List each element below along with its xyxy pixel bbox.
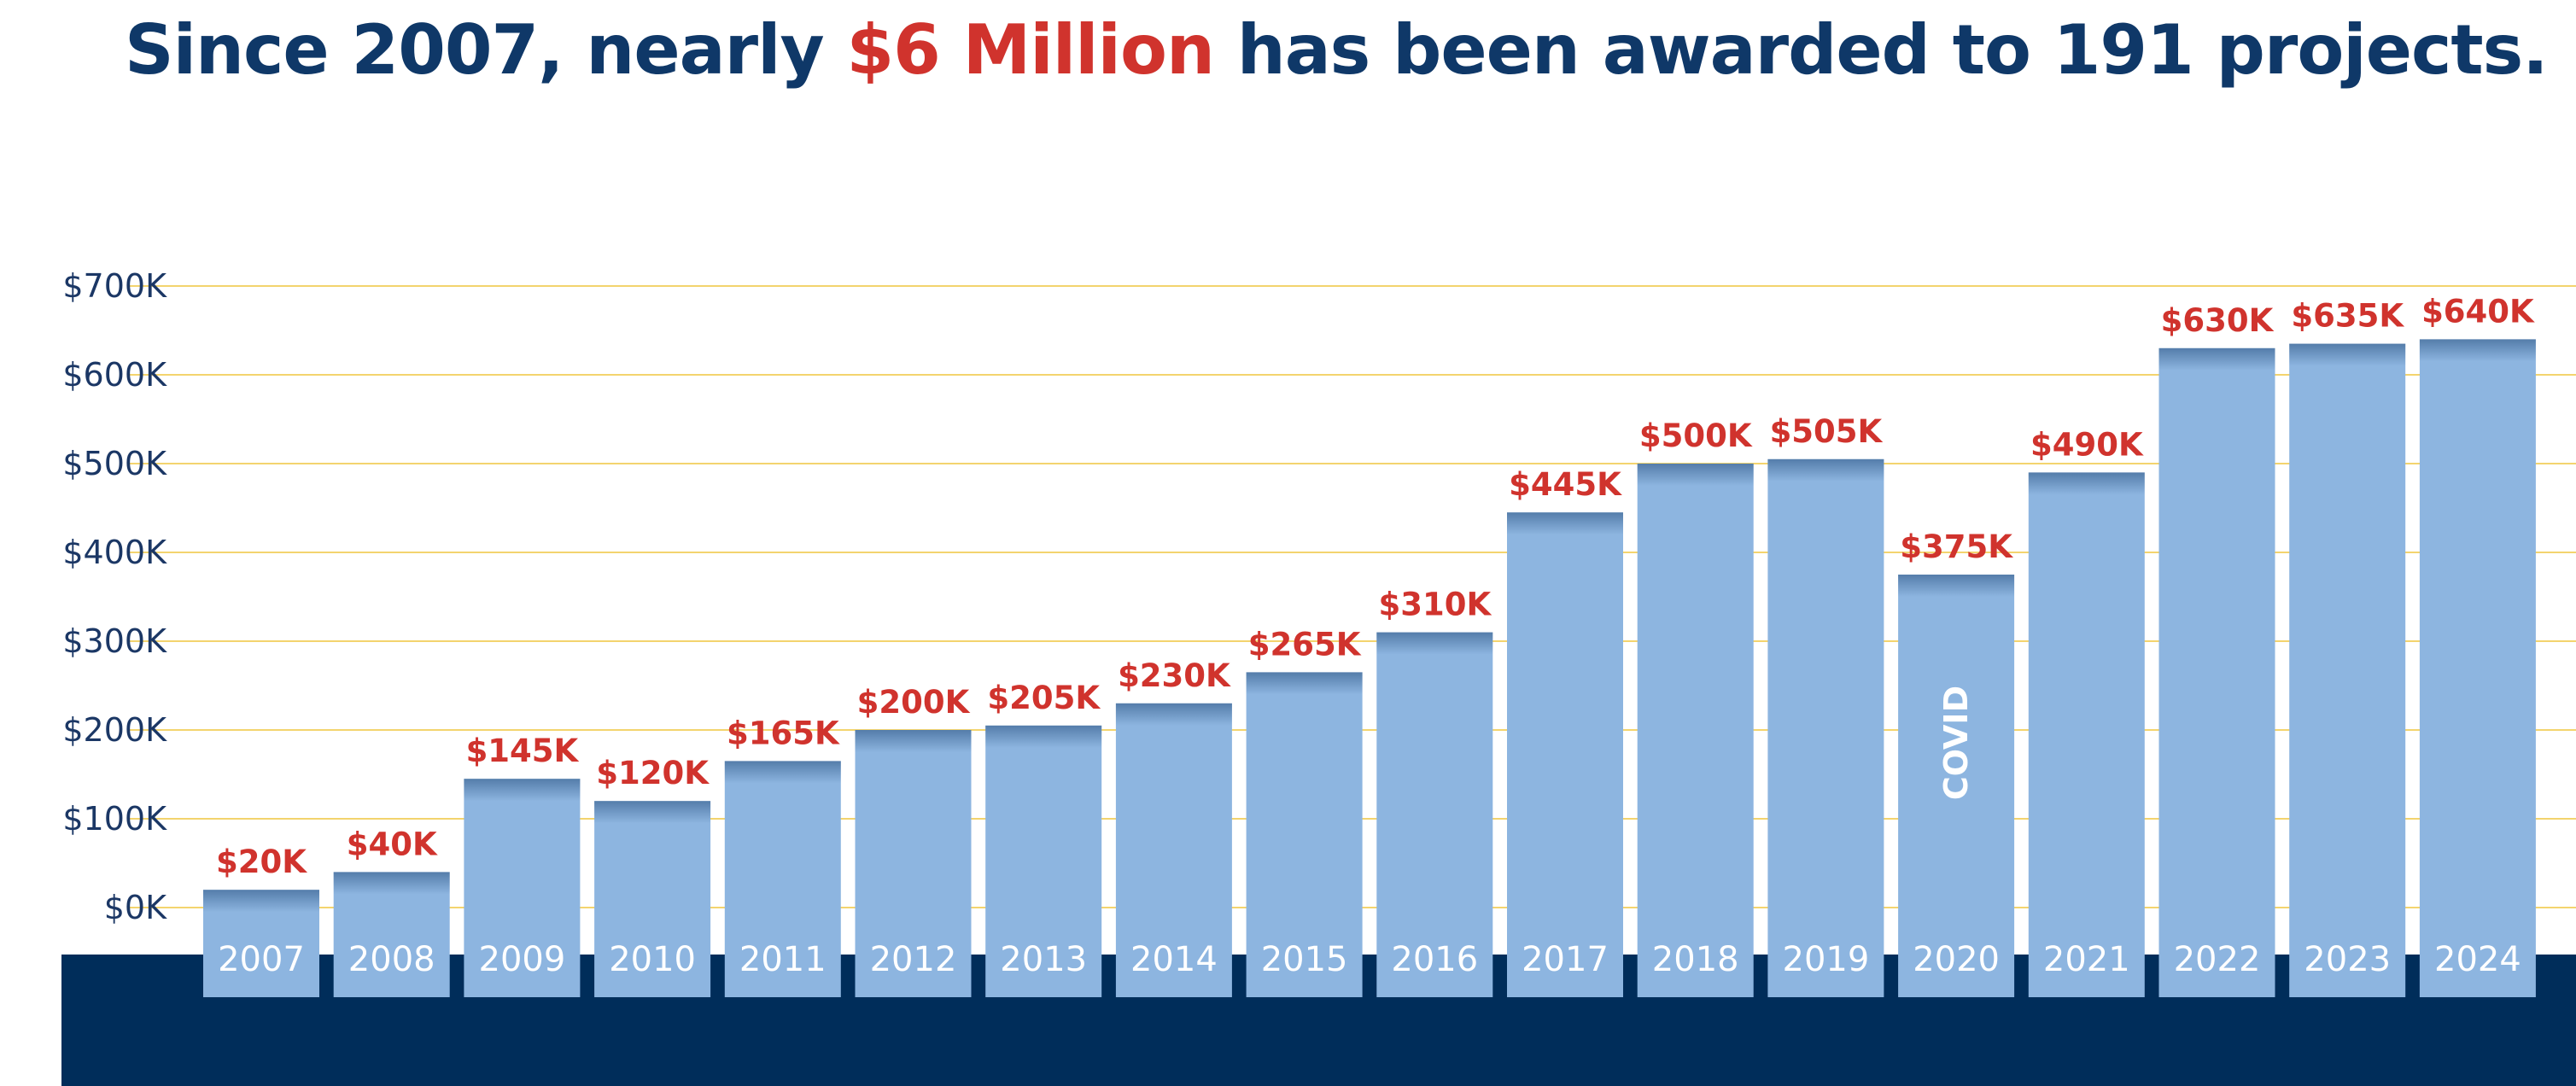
value-label-2008: $40K — [347, 826, 438, 862]
bar-top-shade-2019 — [1767, 458, 1884, 482]
bar-top-shade-2015 — [1246, 672, 1363, 695]
bar-2019 — [1767, 458, 1884, 997]
x-axis: 2007 2008 2009 2010 2011 2012 2013 2014 2015 2016… — [218, 940, 2521, 979]
bar-top-shade-2013 — [985, 725, 1102, 748]
annotation-covid: COVID — [1937, 686, 1975, 800]
value-label-2017: $445K — [1509, 466, 1622, 503]
bar-top-shade-2012 — [855, 730, 972, 752]
y-tick-label: $100K — [62, 800, 167, 838]
bar-2020 — [1898, 575, 2015, 997]
x-tick-label-2009: 2009 — [479, 940, 566, 979]
y-tick-label: $700K — [62, 267, 167, 305]
bar-top-shade-2017 — [1507, 512, 1623, 535]
bar-top-shade-2021 — [2028, 472, 2145, 495]
x-tick-label-2022: 2022 — [2174, 940, 2261, 979]
y-tick-label: $500K — [62, 445, 167, 482]
x-tick-label-2011: 2011 — [739, 940, 827, 979]
value-labels: $20K $40K $145K $120K $165K $200K $205K $230K $2… — [216, 293, 2535, 880]
value-label-2010: $120K — [596, 755, 710, 791]
value-label-2016: $310K — [1378, 587, 1492, 623]
bar-top-shade-2018 — [1637, 464, 1754, 486]
x-tick-label-2017: 2017 — [1522, 940, 1609, 979]
value-label-2007: $20K — [216, 844, 307, 880]
title-part-2: has been awarded to 191 projects. — [1213, 10, 2549, 90]
bar-top-shade-2022 — [2158, 347, 2275, 371]
x-tick-label-2013: 2013 — [1000, 940, 1087, 979]
y-tick-label: $400K — [62, 534, 167, 571]
value-label-2023: $635K — [2291, 298, 2404, 335]
bar-2010 — [594, 801, 711, 997]
bar-2015 — [1246, 672, 1363, 997]
x-tick-label-2014: 2014 — [1130, 940, 1218, 979]
value-label-2012: $200K — [857, 684, 971, 721]
y-tick-label: $0K — [104, 889, 167, 926]
bar-2012 — [855, 730, 972, 997]
y-axis: $0K $100K $200K $300K $400K $500K $600K $700K — [62, 267, 167, 926]
bar-top-shade-2020 — [1898, 575, 2015, 597]
value-label-2009: $145K — [466, 733, 580, 769]
bar-2009 — [464, 779, 581, 997]
bar-2023 — [2289, 343, 2406, 998]
value-label-2011: $165K — [727, 715, 840, 751]
title-part-1: Since 2007, nearly — [125, 10, 847, 90]
bar-top-shade-2024 — [2419, 339, 2536, 362]
x-tick-label-2020: 2020 — [1913, 940, 2000, 979]
bar-2013 — [985, 725, 1102, 997]
y-tick-label: $600K — [62, 356, 167, 394]
x-tick-label-2007: 2007 — [218, 940, 305, 979]
value-label-2013: $205K — [987, 680, 1101, 716]
bar-2018 — [1637, 464, 1754, 997]
x-tick-label-2018: 2018 — [1652, 940, 1739, 979]
title-accent-amount: $6 Million — [846, 10, 1215, 90]
bars — [203, 339, 2536, 998]
x-tick-label-2021: 2021 — [2043, 940, 2130, 979]
bar-2016 — [1376, 632, 1493, 997]
x-tick-label-2023: 2023 — [2304, 940, 2391, 979]
annotations: COVID — [1937, 686, 1975, 800]
value-label-2018: $500K — [1639, 417, 1753, 454]
bar-2024 — [2419, 339, 2536, 997]
x-tick-label-2012: 2012 — [870, 940, 957, 979]
value-label-2024: $640K — [2421, 293, 2535, 330]
bar-2022 — [2158, 347, 2275, 997]
bar-2011 — [724, 761, 841, 997]
bar-2014 — [1115, 703, 1232, 997]
bar-2017 — [1507, 512, 1623, 997]
y-tick-label: $200K — [62, 711, 167, 749]
x-tick-label-2008: 2008 — [348, 940, 435, 979]
value-label-2020: $375K — [1900, 528, 2013, 565]
bar-top-shade-2009 — [464, 779, 581, 802]
bar-top-shade-2011 — [724, 761, 841, 784]
bar-top-shade-2016 — [1376, 632, 1493, 655]
x-tick-label-2010: 2010 — [609, 940, 696, 979]
bar-top-shade-2007 — [203, 890, 319, 913]
bar-2021 — [2028, 472, 2145, 997]
value-label-2022: $630K — [2161, 302, 2275, 339]
x-tick-label-2015: 2015 — [1261, 940, 1348, 979]
value-label-2015: $265K — [1248, 626, 1362, 663]
x-tick-label-2024: 2024 — [2434, 940, 2521, 979]
bar-top-shade-2014 — [1115, 703, 1232, 726]
bar-top-shade-2023 — [2289, 343, 2406, 366]
chart-title: Since 2007, nearly $6 Million has been a… — [125, 10, 2549, 90]
bar-top-shade-2008 — [333, 872, 450, 895]
value-label-2019: $505K — [1770, 413, 1884, 450]
y-tick-label: $300K — [62, 622, 167, 660]
bar-top-shade-2010 — [594, 801, 711, 824]
x-tick-label-2016: 2016 — [1391, 940, 1478, 979]
x-tick-label-2019: 2019 — [1783, 940, 1870, 979]
value-label-2014: $230K — [1118, 657, 1231, 694]
value-label-2021: $490K — [2030, 426, 2144, 463]
